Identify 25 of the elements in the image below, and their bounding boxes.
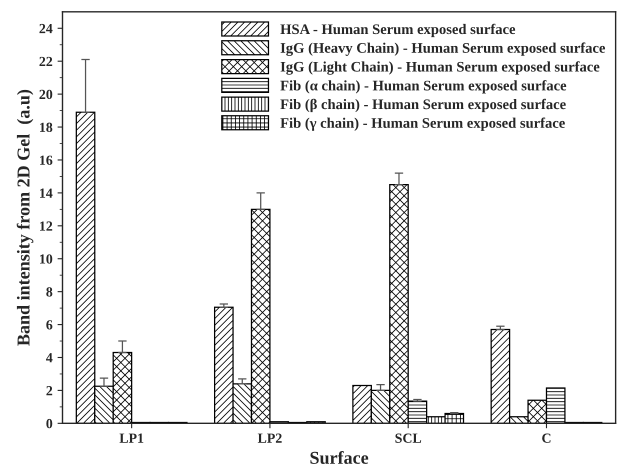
y-tick-label: 16 <box>40 156 52 165</box>
legend-label: IgG (Light Chain) - Human Serum exposed surface <box>280 61 600 75</box>
legend-label: Fib (α chain) - Human Serum exposed surface <box>280 80 566 94</box>
y-tick-label: 12 <box>40 221 52 231</box>
x-axis-title: Surface <box>310 451 368 464</box>
legend-label: Fib (γ chain) - Human Serum exposed surface <box>280 118 565 131</box>
y-tick-label: 4 <box>46 353 53 362</box>
y-axis-title: Band intensity from 2D Gel (a.u) <box>16 90 34 346</box>
x-tick-label: SCL <box>395 434 422 443</box>
y-tick-label: 6 <box>46 320 52 330</box>
y-tick-label: 22 <box>39 56 52 66</box>
y-tick-label: 18 <box>40 122 52 132</box>
y-tick-label: 0 <box>46 418 52 428</box>
x-tick-label: C <box>542 434 550 443</box>
x-tick-label: LP1 <box>120 434 144 443</box>
y-tick-label: 20 <box>39 90 52 100</box>
x-tick-label: LP2 <box>258 434 282 443</box>
legend-label: IgG (Heavy Chain) - Human Serum exposed surface <box>280 42 606 56</box>
y-tick-label: 10 <box>40 254 52 264</box>
y-tick-label: 8 <box>46 287 52 297</box>
y-tick-label: 2 <box>46 386 52 396</box>
legend-label: HSA - Human Serum exposed surface <box>280 24 516 38</box>
legend-label: Fib (β chain) - Human Serum exposed surface <box>280 98 566 112</box>
y-tick-label: 24 <box>39 24 53 34</box>
y-tick-label: 14 <box>40 188 53 198</box>
